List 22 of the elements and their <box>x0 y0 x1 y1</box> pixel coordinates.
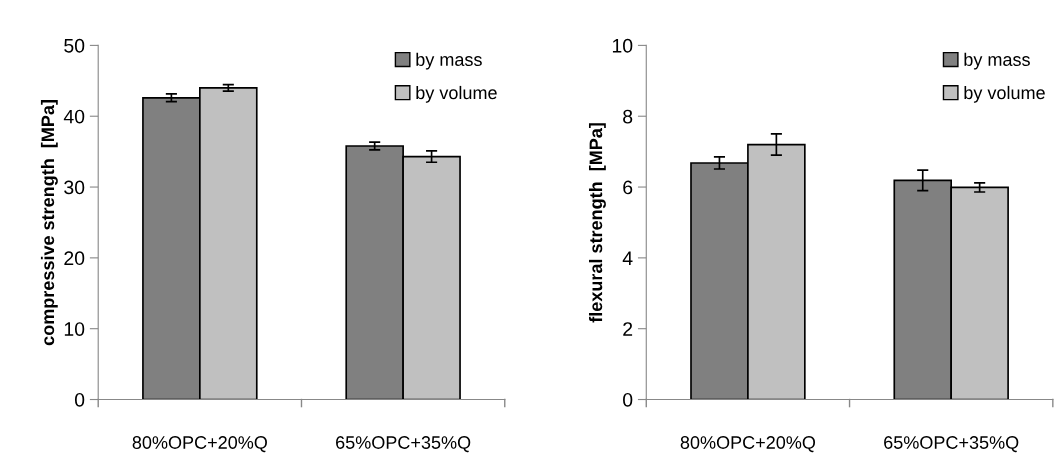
y-tick-label: 20 <box>64 251 85 266</box>
y-tick-label: 0 <box>74 392 85 407</box>
y-tick-label: 40 <box>63 109 85 124</box>
y-tick-label: 4 <box>622 251 633 265</box>
x-tick-label: 80%OPC+20%Q <box>132 436 267 453</box>
y-axis-title: flexural strength [MPa] <box>588 123 606 323</box>
y-tick-label: 2 <box>623 322 633 336</box>
legend-label: by mass <box>416 52 482 70</box>
legend-label: by volume <box>416 85 497 103</box>
y-tick-label: 30 <box>64 180 85 195</box>
legend-label: by mass <box>964 52 1030 70</box>
y-tick-label: 0 <box>623 392 633 407</box>
legend-label: by volume <box>964 85 1045 103</box>
y-tick-label: 8 <box>623 109 633 124</box>
y-axis-title: compressive strength [MPa] <box>40 100 58 346</box>
y-tick-label: 10 <box>64 322 85 336</box>
y-tick-label: 6 <box>623 180 633 195</box>
x-tick-label: 65%OPC+35%Q <box>884 436 1019 453</box>
x-tick-label: 65%OPC+35%Q <box>336 436 471 453</box>
y-tick-label: 10 <box>612 38 633 53</box>
x-tick-label: 80%OPC+20%Q <box>680 436 816 453</box>
y-tick-label: 50 <box>64 38 85 53</box>
